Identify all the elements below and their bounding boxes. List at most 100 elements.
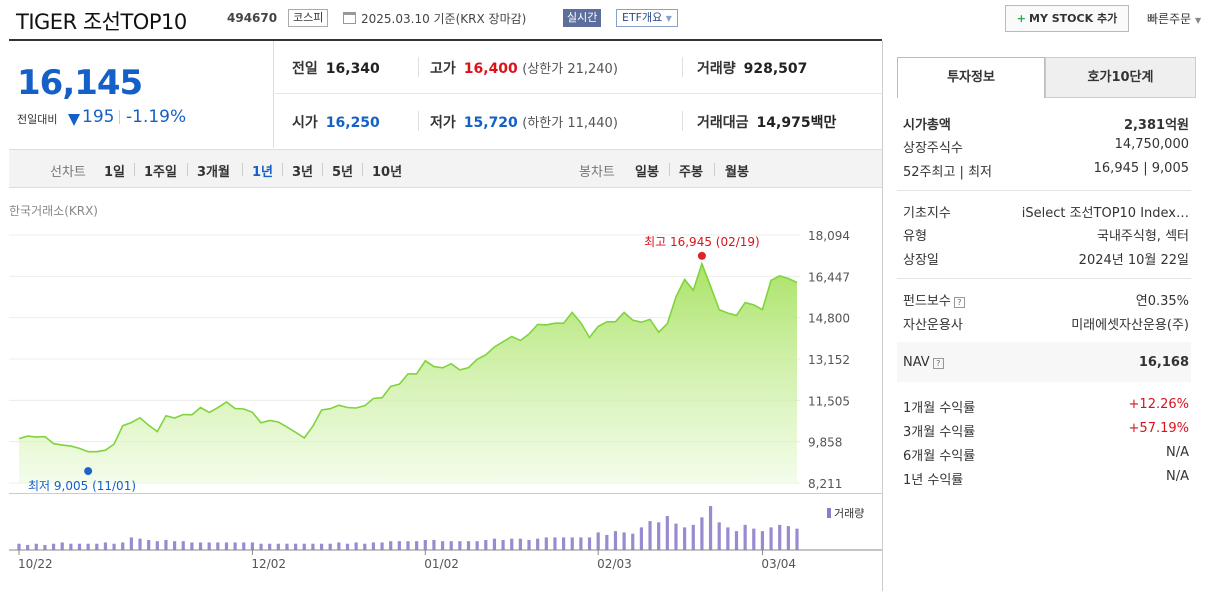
range-tab-1d[interactable]: 1일 xyxy=(104,165,126,180)
volume-bar xyxy=(337,542,341,550)
volume-bar xyxy=(415,541,419,550)
volume-bar xyxy=(138,538,142,550)
volume-bar xyxy=(639,527,643,550)
volume-bar xyxy=(449,541,453,550)
market-cap-value: 2,381억원 xyxy=(1123,118,1189,133)
help-icon[interactable]: ? xyxy=(932,358,944,369)
divider xyxy=(362,163,363,176)
info-row: 유형 국내주식형, 섹터 xyxy=(903,225,1189,247)
volume-bar xyxy=(69,543,73,550)
volume-bar xyxy=(717,522,721,550)
volume-bar xyxy=(518,538,522,550)
line-chart-label: 선차트 xyxy=(50,165,86,180)
volume-bar xyxy=(544,537,548,550)
quick-order-link[interactable]: 빠른주문 ▼ xyxy=(1147,10,1201,27)
volume-bar xyxy=(726,527,730,550)
stats-row: 전일 16,340 고가 16,400 (상한가 21,240) 거래량 928,50… xyxy=(275,41,882,94)
volume-bar xyxy=(77,543,82,550)
volume-bar xyxy=(587,537,592,550)
volume-bar xyxy=(510,538,514,550)
volume-bar xyxy=(432,539,436,550)
nav-value: 16,168 xyxy=(1138,355,1189,370)
volume-bar xyxy=(311,543,315,550)
volume-bar xyxy=(60,542,64,550)
divider xyxy=(134,163,135,176)
volume-bar xyxy=(190,542,194,550)
price-change-percent: -1.19% xyxy=(126,107,187,127)
volume-bar xyxy=(345,543,350,550)
price-stats: 전일 16,340 고가 16,400 (상한가 21,240) 거래량 928,50… xyxy=(275,41,882,148)
range-tab-1w[interactable]: 1주일 xyxy=(144,165,177,180)
divider xyxy=(9,39,882,41)
index-value: iSelect 조선TOP10 Index… xyxy=(1021,206,1189,221)
volume-bar xyxy=(700,517,704,550)
volume-bar xyxy=(121,542,125,550)
return-1m-value: +12.26% xyxy=(1128,397,1189,412)
range-tab-5y[interactable]: 5년 xyxy=(332,165,354,180)
volume-bar xyxy=(276,543,280,550)
realtime-button[interactable]: 실시간 xyxy=(563,9,602,27)
etf-info-dropdown[interactable]: ETF개요 ▼ xyxy=(616,9,678,27)
low-price: 저가 15,720 (하한가 11,440) xyxy=(430,112,618,132)
volume-swatch xyxy=(827,508,831,518)
volume-bar xyxy=(423,539,427,550)
divider xyxy=(242,163,243,176)
divider xyxy=(682,57,683,77)
min-label: 최저 9,005 (11/01) xyxy=(28,479,136,493)
volume-bar xyxy=(224,542,229,550)
volume-bar xyxy=(708,506,713,550)
volume-bar xyxy=(631,533,635,550)
volume-bar xyxy=(484,539,488,550)
return-6m-value: N/A xyxy=(1166,445,1189,460)
volume-bar xyxy=(155,541,159,550)
chevron-down-icon: ▼ xyxy=(665,14,672,23)
divider xyxy=(882,41,883,591)
volume-bar xyxy=(319,543,324,550)
current-price: 16,145 xyxy=(17,63,143,103)
volume-bar xyxy=(778,524,782,550)
range-tab-3m[interactable]: 3개월 xyxy=(197,165,230,180)
volume-bar xyxy=(17,543,21,550)
candle-tab-daily[interactable]: 일봉 xyxy=(635,165,659,180)
help-icon[interactable]: ? xyxy=(953,297,965,308)
chart-annotations: 최고 16,945 (02/19) 최저 9,005 (11/01) xyxy=(28,235,760,493)
volume-bar xyxy=(95,543,99,550)
price-area xyxy=(19,263,797,483)
divider xyxy=(322,163,323,176)
tab-invest-info[interactable]: 투자정보 xyxy=(897,57,1045,98)
volume-bar xyxy=(103,542,108,550)
amount-value: 14,975 xyxy=(756,115,811,131)
price-chart[interactable]: 18,094 16,447 14,800 13,152 11,505 9,858 8,211… xyxy=(0,225,882,580)
x-tick-label: 02/03 xyxy=(597,557,632,571)
plus-icon: + xyxy=(1016,12,1027,25)
info-label: 52주최고 | 최저 xyxy=(903,165,992,180)
volume-bar xyxy=(380,542,384,550)
volume-bar xyxy=(198,542,203,550)
return-1y-value: N/A xyxy=(1166,469,1189,484)
my-stock-add-button[interactable]: + MY STOCK 추가 xyxy=(1005,5,1129,32)
volume-bar xyxy=(328,543,332,550)
info-label: 유형 xyxy=(903,229,927,244)
fee-label: 펀드보수 xyxy=(903,294,951,309)
high-value: 16,400 xyxy=(463,61,518,77)
volume-bar xyxy=(752,528,756,550)
candle-tab-weekly[interactable]: 주봉 xyxy=(679,165,703,180)
volume-bar xyxy=(579,537,583,550)
volume-bar xyxy=(397,541,401,550)
tab-orderbook[interactable]: 호가10단계 xyxy=(1045,57,1196,98)
right-panel: 투자정보 호가10단계 시가총액 2,381억원 상장주식수 14,750,000 … xyxy=(897,57,1196,488)
range-tab-3y[interactable]: 3년 xyxy=(292,165,314,180)
page-title: TIGER 조선TOP10 xyxy=(16,10,187,34)
y-axis: 18,094 16,447 14,800 13,152 11,505 9,858 8,211 xyxy=(808,229,850,491)
y-tick-label: 16,447 xyxy=(808,270,850,284)
volume-bar xyxy=(181,541,185,550)
range-tab-10y[interactable]: 10년 xyxy=(372,165,403,180)
chart-range-bar: 선차트 1일 1주일 3개월 1년 3년 5년 10년 봉차트 일봉 주봉 월봉 xyxy=(9,149,882,188)
candle-tab-monthly[interactable]: 월봉 xyxy=(725,165,749,180)
volume-bar xyxy=(596,532,600,550)
volume-bar xyxy=(466,541,471,550)
info-row: 시가총액 2,381억원 xyxy=(903,114,1189,136)
y-tick-label: 9,858 xyxy=(808,436,842,450)
volume-bar xyxy=(683,527,687,550)
range-tab-1y[interactable]: 1년 xyxy=(252,165,274,180)
